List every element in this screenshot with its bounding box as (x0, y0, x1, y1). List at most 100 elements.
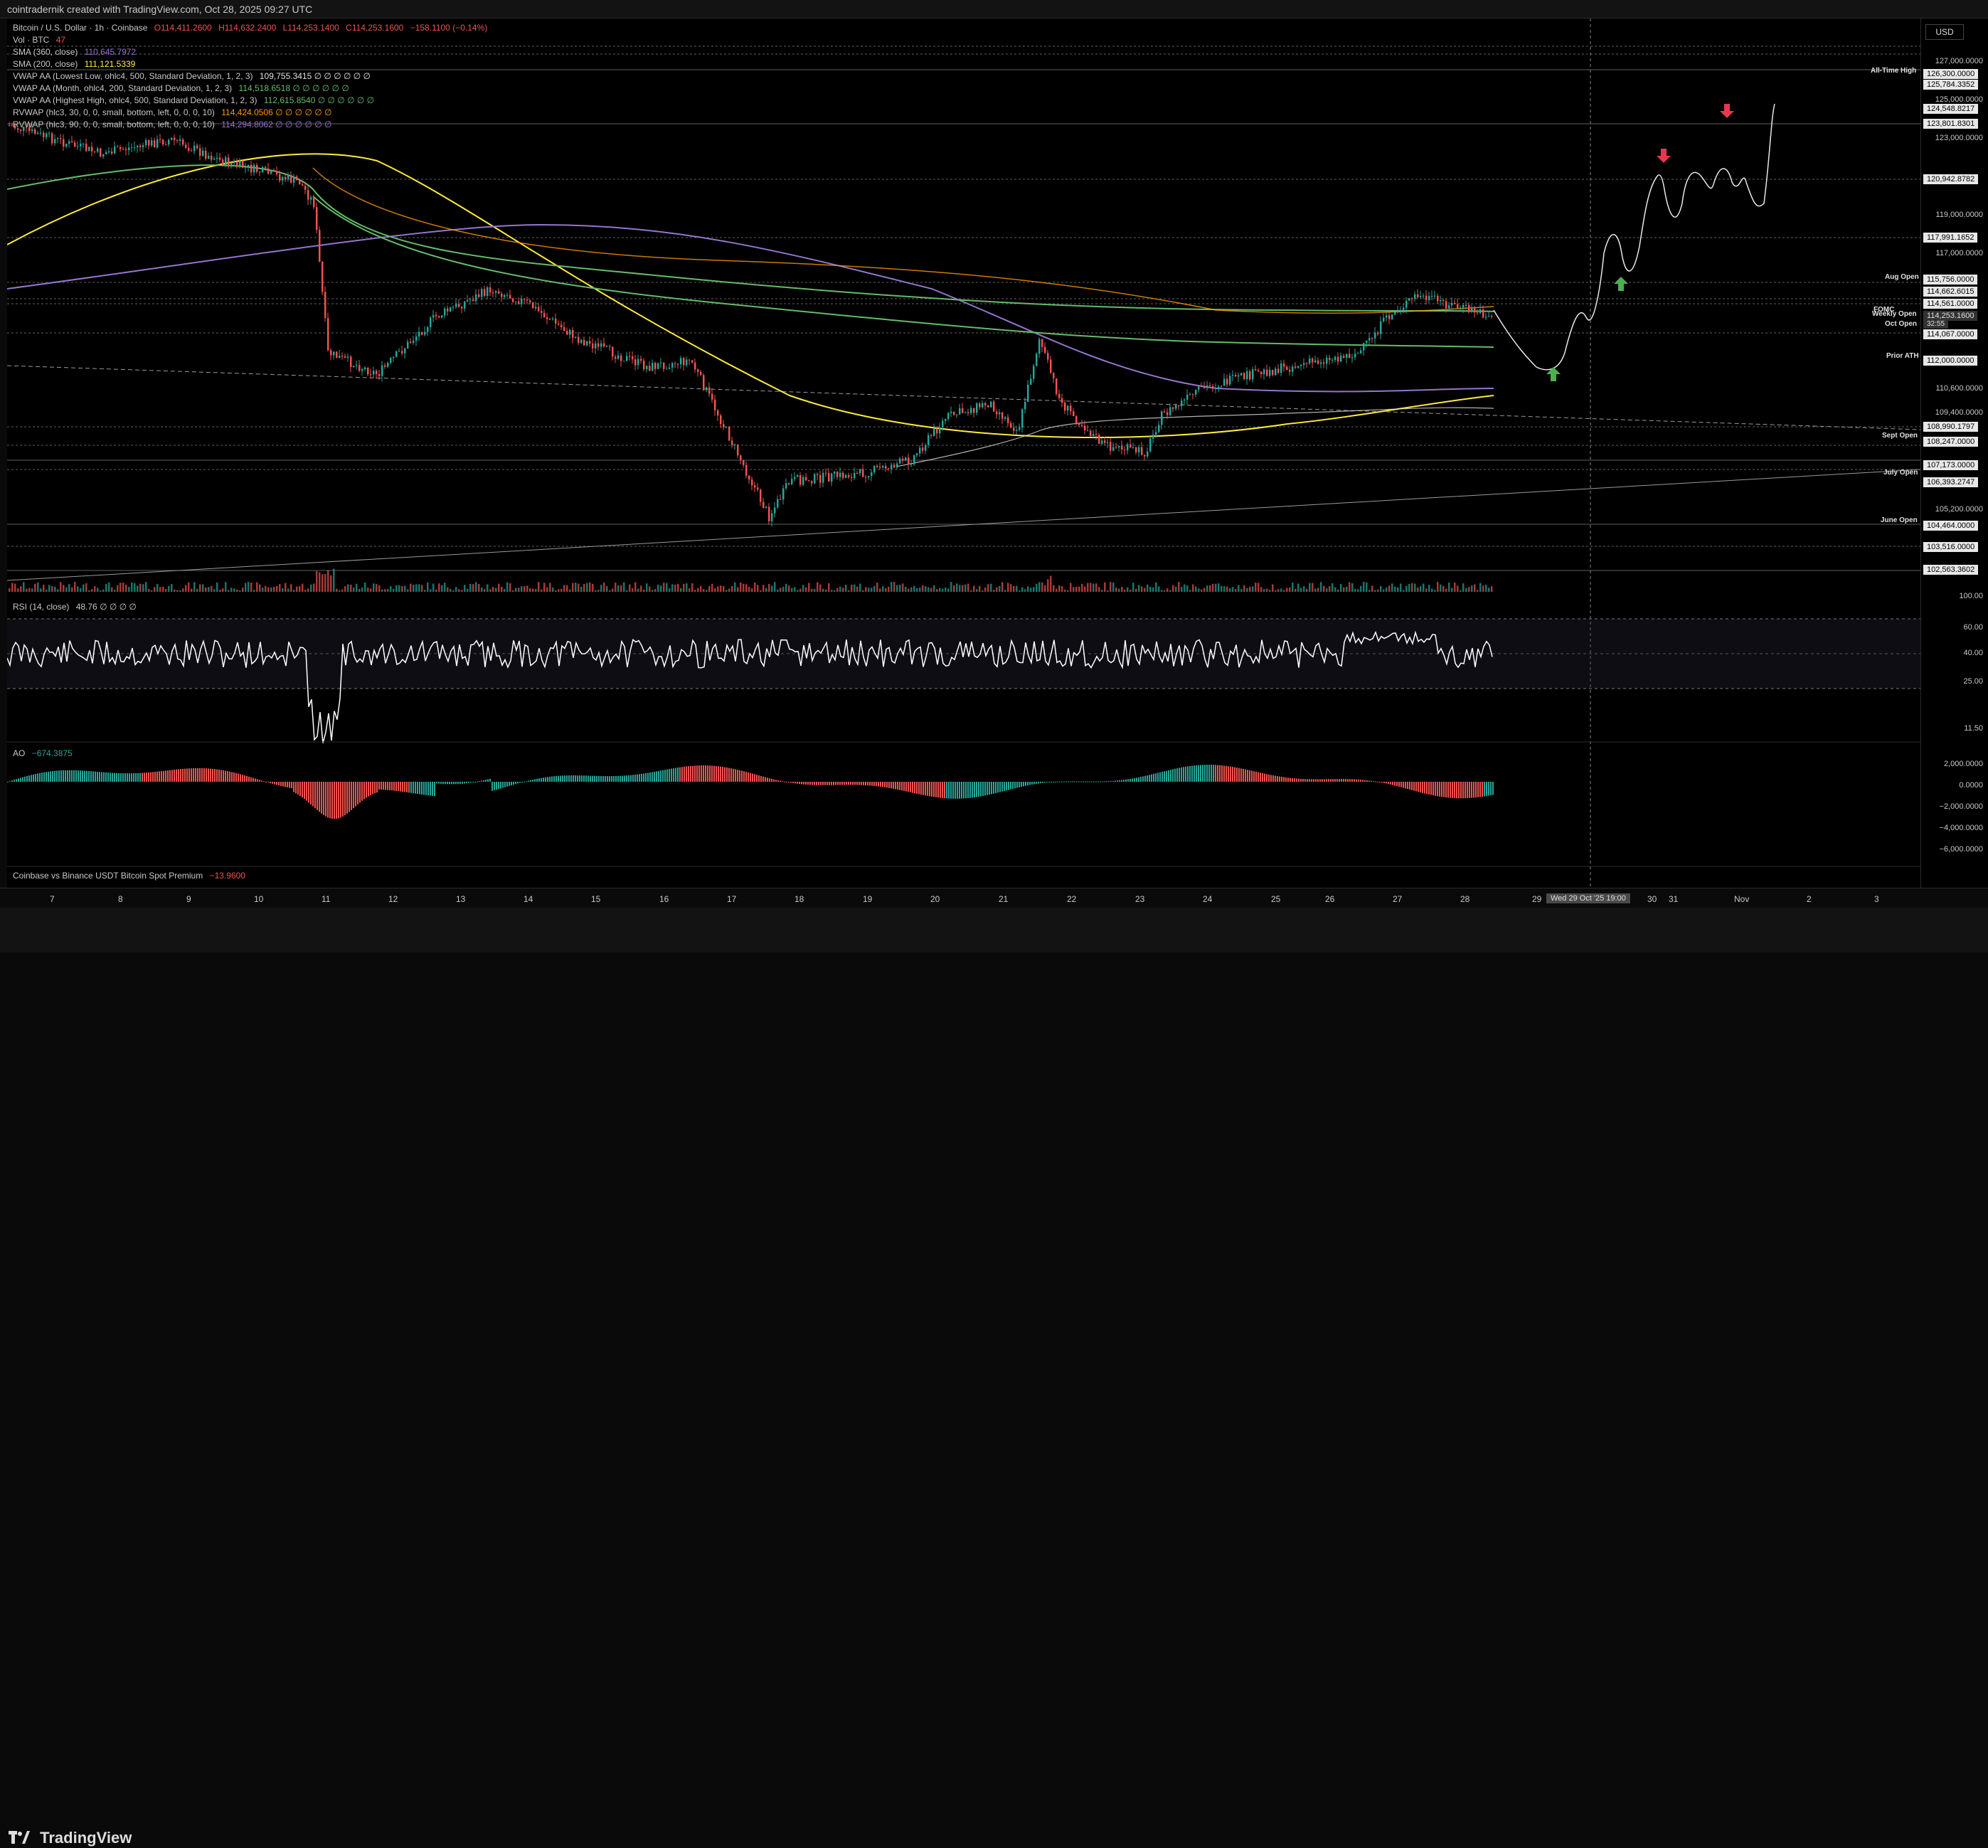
candle-body (1482, 309, 1484, 318)
indicator-sma200[interactable]: SMA (200, close) 111,121.5339 (13, 59, 135, 69)
volume-bar (1240, 589, 1243, 592)
candle-body (854, 473, 856, 479)
ao-bar (344, 782, 346, 815)
candle-body (711, 393, 713, 400)
ao-bar (82, 770, 83, 782)
volume-bar (566, 585, 568, 592)
ao-bar (225, 770, 226, 782)
indicator-rvwap30[interactable]: RVWAP (hlc3, 30, 0, 0, small, bottom, le… (13, 107, 332, 117)
candle-body (333, 351, 335, 356)
time-label: 19 (863, 894, 873, 904)
candle-body (134, 147, 136, 149)
volume-bar (1297, 583, 1299, 592)
candle-body (296, 176, 298, 181)
volume-bar (239, 590, 241, 592)
volume-bar (319, 572, 321, 592)
candle-body (1110, 442, 1112, 451)
ao-bar (611, 776, 612, 782)
ao-bar (848, 782, 849, 785)
candle-body (410, 341, 412, 343)
candle-body (208, 156, 210, 159)
indicator-vwap-month[interactable]: VWAP AA (Month, ohlc4, 200, Standard Dev… (13, 83, 349, 93)
candle-body (74, 142, 76, 147)
ao-bar (105, 772, 107, 782)
candle-body (142, 145, 144, 147)
ao-bar (370, 782, 371, 795)
price-tick: 117,000.0000 (1935, 249, 1983, 257)
ao-bar (707, 765, 708, 782)
ao-bar (214, 769, 216, 782)
volume-bar (1323, 585, 1325, 592)
candle-body (634, 359, 637, 366)
ao-bar (124, 773, 126, 782)
indicator-vol[interactable]: Vol · BTC 47 (13, 35, 65, 45)
candle-body (572, 329, 574, 339)
ao-bar (865, 782, 866, 785)
volume-bar (1184, 584, 1186, 592)
volume-bar (88, 590, 90, 592)
chart-area[interactable]: Bitcoin / U.S. Dollar · 1h · Coinbase O1… (6, 18, 1921, 906)
symbol-name: Bitcoin / U.S. Dollar · 1h · Coinbase (13, 23, 148, 33)
ao-bar (1236, 768, 1238, 782)
volume-bar (219, 589, 221, 592)
ao-bar (1255, 771, 1257, 782)
candle-body (1374, 332, 1376, 339)
candle-body (652, 363, 654, 371)
ao-bar (773, 779, 775, 782)
ao-bar (248, 776, 250, 782)
ao-bar (1110, 780, 1112, 782)
candle-body (762, 501, 765, 509)
tradingview-logo[interactable]: TradingView (9, 1829, 132, 1848)
candle-body (461, 307, 463, 309)
ao-bar (169, 770, 171, 782)
indicator-label: VWAP AA (Month, ohlc4, 200, Standard Dev… (13, 83, 233, 93)
rsi-title[interactable]: RSI (14, close) 48.76 ∅ ∅ ∅ ∅ (13, 602, 137, 612)
ao-bar (481, 780, 482, 782)
indicator-label: VWAP AA (Highest High, ohlc4, 500, Stand… (13, 95, 257, 105)
volume-bar (137, 585, 139, 592)
indicator-vwap-highest[interactable]: VWAP AA (Highest High, ohlc4, 500, Stand… (13, 95, 374, 105)
time-label: 31 (1669, 894, 1679, 904)
volume-bar (1371, 585, 1373, 592)
indicator-rvwap90[interactable]: RVWAP (hlc3, 90, 0, 0, small, bottom, le… (13, 120, 332, 129)
premium-title[interactable]: Coinbase vs Binance USDT Bitcoin Spot Pr… (13, 871, 245, 881)
ao-bar (1304, 779, 1306, 782)
volume-bar (592, 583, 594, 592)
candle-body (100, 148, 102, 157)
volume-bar (1334, 587, 1336, 592)
ao-bar (925, 782, 926, 796)
indicator-vwap-lowest[interactable]: VWAP AA (Lowest Low, ohlc4, 500, Standar… (13, 71, 371, 81)
volume-bar (185, 585, 187, 592)
time-axis[interactable] (0, 888, 1988, 908)
volume-bar (1428, 585, 1430, 592)
candle-body (1104, 440, 1106, 443)
candle-body (987, 405, 989, 408)
time-label: Nov (1734, 894, 1750, 904)
volume-bar (663, 583, 665, 592)
ao-bar (622, 775, 623, 782)
volume-bar (936, 589, 938, 592)
volume-bar (304, 589, 307, 592)
candle-body (973, 408, 975, 413)
ao-bar (103, 772, 105, 782)
price-chart-canvas[interactable] (6, 18, 1921, 906)
candle-body (1223, 378, 1226, 386)
candle-body (1488, 316, 1490, 317)
ao-bar (963, 782, 964, 799)
tradingview-logo-icon (9, 1830, 30, 1848)
indicator-sma360[interactable]: SMA (360, close) 110,645.7972 (13, 47, 136, 57)
currency-button[interactable]: USD (1925, 24, 1964, 40)
volume-bar (1203, 588, 1206, 592)
ao-bar (361, 782, 363, 801)
candle-body (740, 455, 742, 461)
volume-bar (1067, 590, 1069, 592)
candle-body (504, 294, 506, 297)
ao-bar (1016, 782, 1018, 788)
ao-bar (1228, 766, 1229, 782)
volume-bar (14, 583, 16, 592)
ao-bar (287, 782, 288, 787)
ao-title[interactable]: AO −674.3875 (13, 748, 73, 758)
candle-body (683, 358, 685, 366)
volume-bar (213, 589, 216, 592)
volume-bar (228, 590, 230, 592)
